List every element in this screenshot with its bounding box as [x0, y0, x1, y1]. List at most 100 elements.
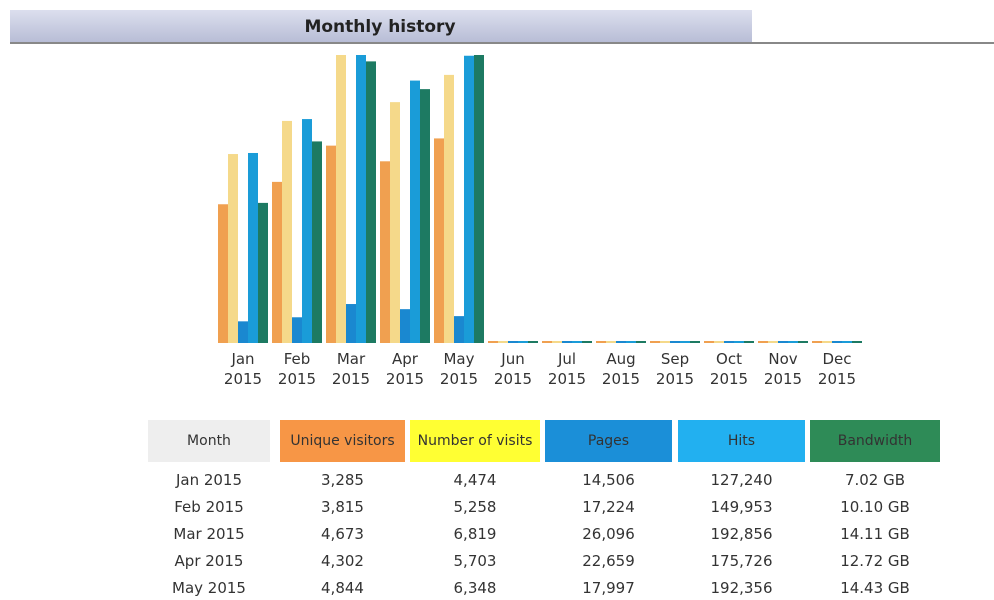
x-tick-label-line: Mar [337, 350, 366, 368]
bar [562, 341, 572, 343]
x-tick-label: Apr 2015 [386, 350, 424, 388]
bar [606, 341, 616, 343]
bar [258, 202, 268, 343]
table-header: Hits [678, 420, 805, 462]
bar [292, 317, 302, 343]
bar [852, 341, 862, 343]
bar [248, 152, 258, 343]
bar [596, 341, 606, 343]
table-cell: 10.10 GB [840, 498, 910, 517]
bar [366, 61, 376, 344]
table-cell: 3,285 [321, 471, 364, 490]
table-cell: 7.02 GB [844, 471, 906, 490]
x-tick-label-line: 2015 [764, 370, 802, 388]
table-cell: 4,302 [321, 552, 364, 571]
x-tick-label-line: Jun [500, 350, 524, 368]
bar [670, 341, 680, 343]
x-tick-label-line: 2015 [548, 370, 586, 388]
bar [744, 341, 754, 343]
bar [704, 341, 714, 343]
title-bar [10, 10, 752, 42]
x-tick-label-line: 2015 [818, 370, 856, 388]
table-cell: 5,258 [453, 498, 497, 517]
bar [238, 321, 248, 343]
bar [660, 341, 670, 343]
table-cell: Mar 2015 [173, 525, 245, 544]
bar [454, 316, 464, 343]
table-cell: Feb 2015 [174, 498, 244, 517]
table-cell: 4,844 [321, 579, 364, 598]
table-cell: 22,659 [582, 552, 635, 571]
bar [832, 341, 842, 343]
bar [734, 341, 744, 343]
table-cell: 175,726 [710, 552, 773, 571]
bar [218, 204, 228, 343]
bar [508, 341, 518, 343]
table-cell: 4,474 [453, 471, 497, 490]
x-tick-label: Jun 2015 [494, 350, 532, 388]
bar [552, 341, 562, 343]
table-cell: 14,506 [582, 471, 635, 490]
bar [778, 341, 788, 343]
x-tick-label-line: Aug [606, 350, 635, 368]
table-cell: 6,819 [453, 525, 497, 544]
table-cell: 12.72 GB [840, 552, 910, 571]
bar [410, 80, 420, 344]
bar [400, 309, 410, 343]
table-cell: 4,673 [321, 525, 364, 544]
x-tick-label-line: May [443, 350, 474, 368]
bar [464, 55, 474, 343]
bar [518, 341, 528, 343]
table-cell: 17,224 [582, 498, 635, 517]
bar [812, 341, 822, 343]
x-tick-label: Jan 2015 [224, 350, 262, 388]
x-tick-label-line: Dec [822, 350, 851, 368]
x-tick-label-line: Nov [768, 350, 797, 368]
table-cell: Jan 2015 [175, 471, 243, 490]
bar [380, 161, 390, 343]
x-tick-label: Jul 2015 [548, 350, 586, 388]
table-cell: 14.43 GB [840, 579, 910, 598]
table-header: Pages [545, 420, 672, 462]
table-cell: 14.11 GB [840, 525, 910, 544]
table-header: Number of visits [410, 420, 540, 462]
bar [798, 341, 808, 343]
x-tick-label-line: 2015 [224, 370, 262, 388]
bar [788, 341, 798, 343]
table-header: Unique visitors [280, 420, 405, 462]
bar [434, 138, 444, 343]
table-header: Month [148, 420, 270, 462]
x-tick-label: Dec 2015 [818, 350, 856, 388]
bar [680, 341, 690, 343]
chart-title: Monthly history [304, 17, 455, 37]
bar [356, 55, 366, 343]
table-cell: 6,348 [453, 579, 497, 598]
x-tick-label-line: Sep [661, 350, 689, 368]
x-tick-label-line: Jul [557, 350, 576, 368]
bar [842, 341, 852, 343]
table-cell: May 2015 [172, 579, 246, 598]
table-cell: 26,096 [582, 525, 635, 544]
table-header: Bandwidth [810, 420, 940, 462]
x-tick-label-line: 2015 [278, 370, 316, 388]
x-tick-label: Feb 2015 [278, 350, 316, 388]
x-tick-label-line: 2015 [494, 370, 532, 388]
bar [626, 341, 636, 343]
bar [272, 181, 282, 343]
table-cell: 127,240 [710, 471, 773, 490]
x-tick-label-line: Apr [392, 350, 419, 368]
bar [582, 341, 592, 343]
x-tick-label: Nov 2015 [764, 350, 802, 388]
bar [228, 154, 238, 343]
x-tick-label: Aug 2015 [602, 350, 640, 388]
bar [474, 55, 484, 343]
bar [488, 341, 498, 343]
x-tick-label-line: 2015 [656, 370, 694, 388]
x-tick-label: May 2015 [440, 350, 478, 388]
x-tick-label-line: Jan [230, 350, 254, 368]
bar [768, 341, 778, 343]
bar [346, 304, 356, 343]
x-tick-label: Mar 2015 [332, 350, 370, 388]
bar [542, 341, 552, 343]
